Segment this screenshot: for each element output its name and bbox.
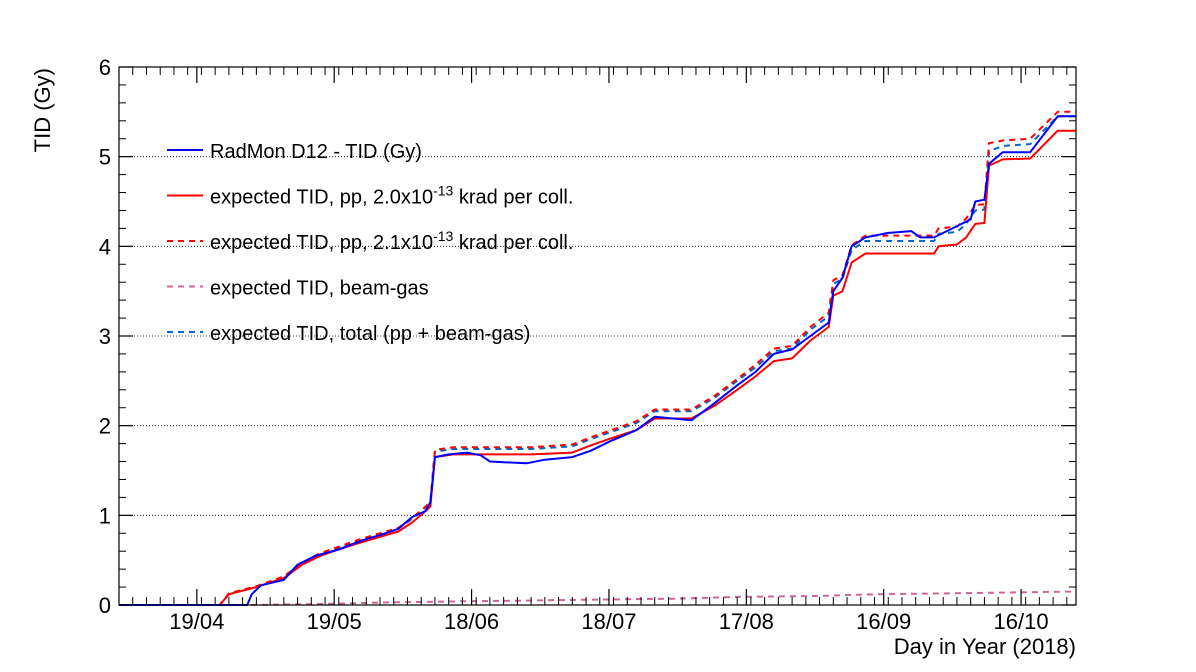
x-tick-label: 19/05 (307, 609, 362, 634)
y-tick-label: 2 (99, 414, 111, 439)
x-tick-label: 18/06 (444, 609, 499, 634)
legend-label: expected TID, beam-gas (210, 278, 429, 300)
series-line (119, 115, 1076, 606)
x-tick-label: 17/08 (719, 609, 774, 634)
x-tick-label: 16/09 (856, 609, 911, 634)
y-axis-title: TID (Gy) (30, 68, 55, 152)
legend-label-main: expected TID, pp, 2.1x10 (210, 232, 433, 254)
y-tick-label: 3 (99, 324, 111, 349)
legend-label-main: expected TID, total (pp + beam-gas) (210, 323, 530, 345)
y-tick-label: 0 (99, 593, 111, 618)
y-tick-label: 6 (99, 55, 111, 80)
legend-label: RadMon D12 - TID (Gy) (210, 141, 422, 163)
legend-label: expected TID, total (pp + beam-gas) (210, 323, 530, 345)
legend-label-sup: -13 (433, 228, 453, 244)
legend-label-main: RadMon D12 - TID (Gy) (210, 141, 422, 163)
legend-label-sup: -13 (433, 183, 453, 199)
legend-label: expected TID, pp, 2.1x10-13 krad per col… (210, 228, 573, 254)
y-tick-label: 5 (99, 145, 111, 170)
grid-lines (119, 156, 1076, 516)
y-tick-label: 4 (99, 234, 111, 259)
y-tick-label: 1 (99, 503, 111, 528)
x-tick-label: 16/10 (994, 609, 1049, 634)
legend-label-post: krad per coll. (453, 232, 573, 254)
series-line (119, 590, 1077, 606)
series-line (119, 115, 1076, 606)
legend-label-main: expected TID, beam-gas (210, 278, 429, 300)
legend-label-post: krad per coll. (453, 187, 573, 209)
legend-label-main: expected TID, pp, 2.0x10 (210, 187, 433, 209)
series-lines (119, 110, 1077, 606)
x-axis-title: Day in Year (2018) (894, 634, 1076, 659)
x-tick-label: 18/07 (581, 609, 636, 634)
x-tick-label: 19/04 (169, 609, 224, 634)
legend: RadMon D12 - TID (Gy) expected TID, pp, 2… (167, 141, 573, 345)
legend-label: expected TID, pp, 2.0x10-13 krad per col… (210, 183, 573, 209)
axis-ticks: 0 1 2 3 4 5 6 19/04 19/05 18/06 18/07 17/08 16/09 16/… (99, 55, 1076, 634)
